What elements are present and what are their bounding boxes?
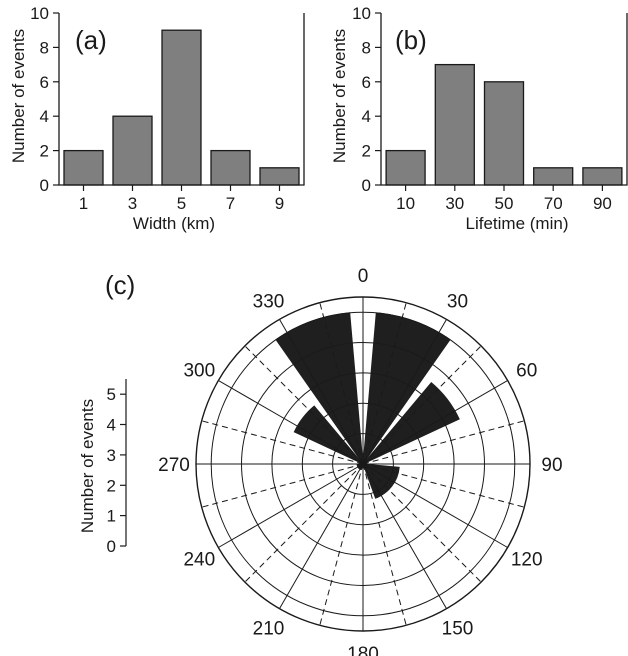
panel-b-y-tick-label: 10 bbox=[352, 4, 371, 23]
panel-b-x-tick-label: 10 bbox=[396, 194, 415, 213]
rose-direction-label: 30 bbox=[447, 291, 468, 312]
rose-direction-label: 150 bbox=[442, 619, 474, 640]
panel-c-label: (c) bbox=[105, 270, 135, 300]
panel-a-y-ticks: 0 2 4 6 8 10 bbox=[30, 4, 59, 195]
panel-b-axes-frame bbox=[380, 13, 628, 186]
scale-tick-label: 2 bbox=[107, 476, 116, 495]
rose-spoke bbox=[279, 319, 364, 465]
rose-spoke-dashed bbox=[362, 302, 407, 465]
panel-a-y-axis-title: Number of events bbox=[9, 29, 28, 163]
rose-spoke bbox=[362, 463, 508, 548]
rose-spoke-dashed bbox=[362, 463, 525, 508]
panel-a-x-axis-title: Width (km) bbox=[133, 214, 215, 233]
panel-c-sectors bbox=[275, 312, 460, 499]
rose-sector-40-65 bbox=[362, 382, 460, 465]
rose-spoke-dashed bbox=[319, 302, 364, 465]
scale-tick-label: 5 bbox=[107, 385, 116, 404]
panel-a-bar-9 bbox=[259, 167, 300, 186]
panel-a-y-tick-label: 8 bbox=[40, 38, 49, 57]
panel-a-y-tick-label: 6 bbox=[40, 73, 49, 92]
rose-spoke-dashed bbox=[362, 345, 482, 465]
rose-spoke-dashed bbox=[244, 345, 364, 465]
panel-b-x-tick-label: 70 bbox=[544, 194, 563, 213]
panel-c-polar-grid bbox=[195, 296, 531, 632]
panel-a-y-tick-label: 0 bbox=[40, 176, 49, 195]
panel-b-x-ticks: 10 30 50 70 90 bbox=[396, 185, 612, 213]
panel-c-scale-title: Number of events bbox=[78, 399, 97, 533]
panel-b-y-tick-label: 4 bbox=[362, 107, 371, 126]
panel-a-x-tick-label: 7 bbox=[226, 194, 235, 213]
panel-b-x-tick-label: 90 bbox=[593, 194, 612, 213]
panel-a-bar-3 bbox=[112, 115, 153, 186]
panel-b-bar-70 bbox=[533, 167, 574, 186]
rose-direction-label: 120 bbox=[511, 550, 543, 571]
rose-spoke-dashed bbox=[201, 420, 364, 465]
rose-spoke-dashed bbox=[319, 463, 364, 626]
panel-c-direction-labels: 0 30 60 90 120 150 180 210 240 270 300 330 bbox=[158, 266, 562, 656]
panel-b-bar-50 bbox=[483, 81, 525, 186]
panel-a-y-tick-label: 10 bbox=[30, 4, 49, 23]
panel-a-bars bbox=[63, 29, 300, 186]
rose-spoke bbox=[279, 463, 364, 609]
rose-direction-label: 210 bbox=[253, 619, 285, 640]
rose-spoke-dashed bbox=[244, 463, 364, 583]
panel-a-x-tick-label: 3 bbox=[128, 194, 137, 213]
panel-b-y-tick-label: 0 bbox=[362, 176, 371, 195]
panel-a-bar-7 bbox=[210, 149, 251, 186]
rose-sector-95-160 bbox=[362, 463, 400, 499]
panel-a-y-tick-label: 2 bbox=[40, 142, 49, 161]
scale-tick-label: 0 bbox=[107, 537, 116, 556]
rose-sector-295-320 bbox=[293, 405, 364, 465]
panel-b-x-tick-label: 30 bbox=[445, 194, 464, 213]
rose-spoke bbox=[362, 319, 447, 465]
scale-tick-label: 1 bbox=[107, 507, 116, 526]
scale-tick-label: 3 bbox=[107, 446, 116, 465]
panel-a-width-histogram: (a) Number of events Width (km) 0246810 … bbox=[9, 4, 305, 233]
panel-a-axes-frame bbox=[58, 13, 305, 186]
panel-b-bar-10 bbox=[385, 149, 426, 186]
panel-a-x-ticks: 1 3 5 7 9 bbox=[79, 185, 284, 213]
rose-direction-label: 90 bbox=[541, 455, 562, 476]
rose-spoke bbox=[362, 380, 508, 465]
panel-c-direction-rose: (c) Number of events 0 1 2 3 4 5 0 30 60 90 120 15… bbox=[78, 266, 563, 656]
rose-direction-label: 60 bbox=[516, 361, 537, 382]
rose-spoke-dashed bbox=[362, 420, 525, 465]
rose-direction-label: 330 bbox=[253, 291, 285, 312]
rose-spoke-dashed bbox=[362, 463, 482, 583]
panel-a-x-tick-label: 1 bbox=[79, 194, 88, 213]
panel-b-label: (b) bbox=[395, 25, 427, 55]
rose-spoke-dashed bbox=[201, 463, 364, 508]
rose-spoke bbox=[218, 463, 364, 548]
panel-b-y-tick-label: 8 bbox=[362, 38, 371, 57]
rose-direction-label: 0 bbox=[358, 266, 369, 287]
panel-b-y-ticks: 0 2 4 6 8 10 bbox=[352, 4, 381, 195]
panel-a-bar-5 bbox=[161, 29, 202, 186]
panel-a-x-tick-label: 5 bbox=[177, 194, 186, 213]
panel-b-y-tick-label: 2 bbox=[362, 142, 371, 161]
rose-direction-label: 270 bbox=[158, 455, 190, 476]
panel-a-bar-1 bbox=[63, 149, 104, 186]
panel-b-bar-30 bbox=[434, 63, 475, 186]
panel-a-x-tick-label: 9 bbox=[275, 194, 284, 213]
panel-c-scale-bar: 0 1 2 3 4 5 bbox=[107, 379, 127, 556]
panel-b-x-axis-title: Lifetime (min) bbox=[466, 214, 569, 233]
rose-direction-label: 240 bbox=[183, 550, 215, 571]
rose-spoke-dashed bbox=[362, 463, 407, 626]
panel-b-y-tick-label: 6 bbox=[362, 73, 371, 92]
panel-b-x-tick-label: 50 bbox=[495, 194, 514, 213]
panel-b-y-axis-title: Number of events bbox=[330, 29, 349, 163]
panel-a-label: (a) bbox=[75, 25, 107, 55]
panel-b-lifetime-histogram: (b) Number of events Lifetime (min) 0 2 4 6… bbox=[330, 4, 628, 233]
panel-a-y-tick-label: 4 bbox=[40, 107, 49, 126]
rose-spoke bbox=[362, 463, 447, 609]
rose-direction-label: 300 bbox=[183, 361, 215, 382]
panel-b-bar-90 bbox=[582, 167, 623, 186]
rose-spoke bbox=[218, 380, 364, 465]
rose-direction-label: 180 bbox=[347, 644, 379, 656]
panel-b-bars bbox=[385, 63, 623, 186]
scale-tick-label: 4 bbox=[107, 416, 116, 435]
